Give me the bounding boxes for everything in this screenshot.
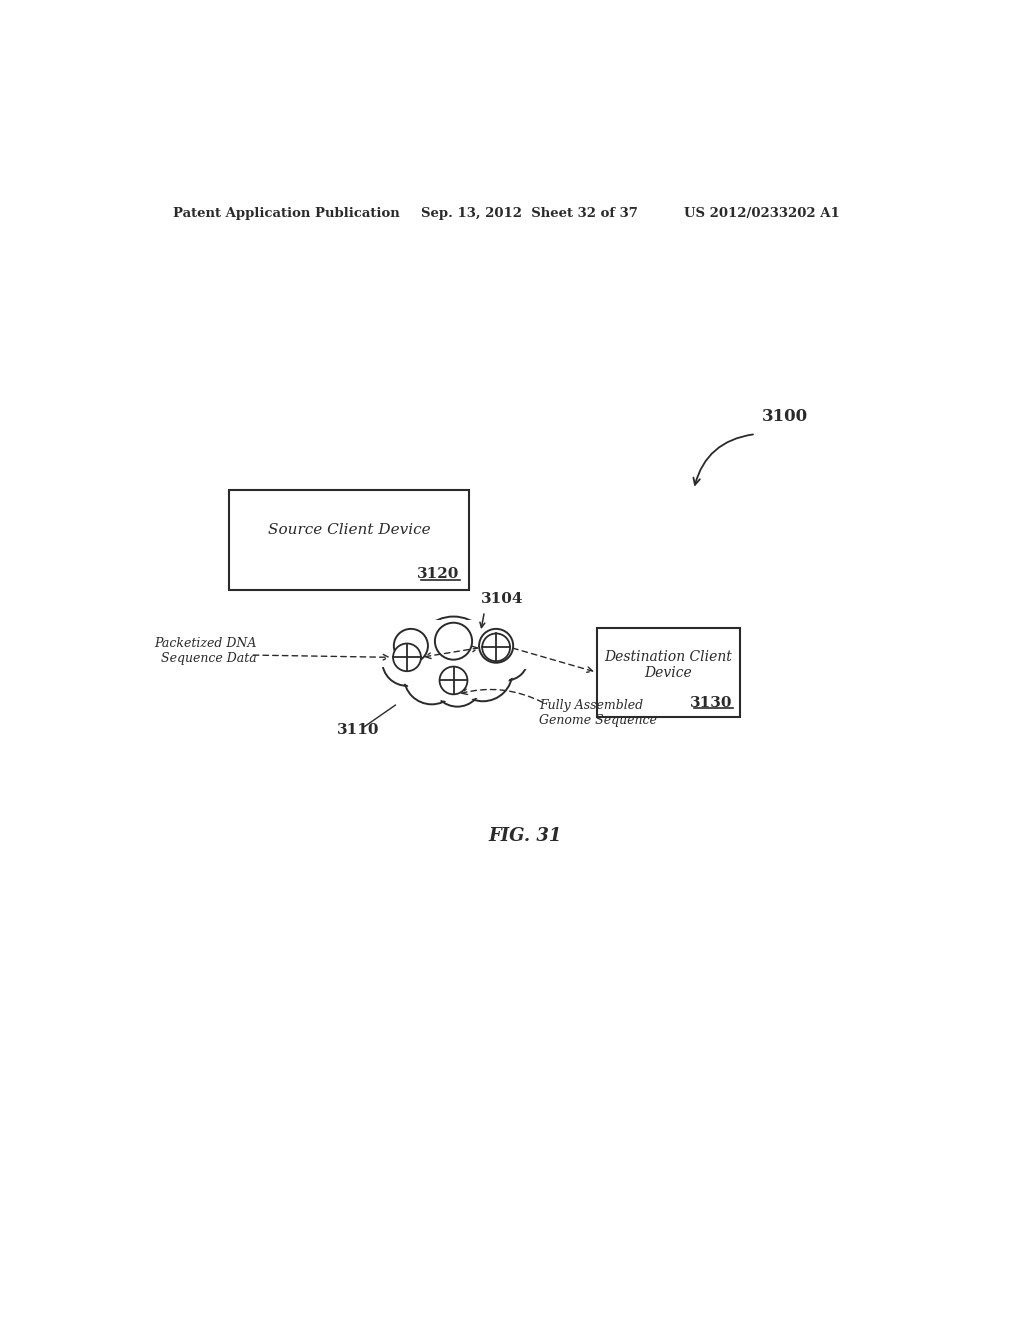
Text: Packetized DNA
Sequence Data: Packetized DNA Sequence Data: [155, 638, 257, 665]
Circle shape: [393, 644, 421, 672]
Text: Patent Application Publication: Patent Application Publication: [173, 207, 399, 220]
Circle shape: [481, 631, 511, 661]
Circle shape: [469, 628, 515, 675]
Circle shape: [471, 630, 514, 672]
Circle shape: [415, 616, 493, 693]
Circle shape: [432, 657, 482, 706]
Text: 3130: 3130: [690, 696, 732, 710]
Circle shape: [394, 628, 428, 663]
Circle shape: [437, 624, 470, 657]
Circle shape: [454, 643, 512, 701]
Bar: [228, 490, 469, 590]
Text: 3110: 3110: [337, 723, 380, 737]
Circle shape: [384, 639, 430, 684]
Text: 3100: 3100: [762, 408, 808, 425]
Text: 3104: 3104: [480, 591, 523, 606]
Circle shape: [391, 628, 438, 675]
Circle shape: [439, 667, 467, 694]
Circle shape: [435, 623, 472, 660]
Circle shape: [393, 630, 436, 672]
Circle shape: [407, 651, 458, 702]
Circle shape: [418, 619, 489, 690]
Circle shape: [395, 631, 426, 661]
Text: Sep. 13, 2012  Sheet 32 of 37: Sep. 13, 2012 Sheet 32 of 37: [421, 207, 638, 220]
Circle shape: [403, 649, 460, 705]
Bar: [597, 628, 740, 717]
Circle shape: [479, 628, 513, 663]
Circle shape: [382, 636, 432, 686]
Text: Fully Assembled
Genome Sequence: Fully Assembled Genome Sequence: [539, 698, 656, 727]
Text: Source Client Device: Source Client Device: [267, 523, 430, 537]
Text: Destination Client
Device: Destination Client Device: [604, 649, 732, 680]
Text: FIG. 31: FIG. 31: [488, 828, 561, 845]
FancyArrowPatch shape: [693, 434, 753, 484]
Text: US 2012/0233202 A1: US 2012/0233202 A1: [684, 207, 841, 220]
Bar: [372, 620, 535, 667]
Circle shape: [434, 659, 480, 705]
FancyArrowPatch shape: [480, 614, 484, 627]
Circle shape: [482, 634, 510, 661]
Circle shape: [486, 639, 526, 678]
Text: 3120: 3120: [418, 568, 460, 581]
Circle shape: [484, 638, 528, 681]
Circle shape: [456, 645, 510, 698]
